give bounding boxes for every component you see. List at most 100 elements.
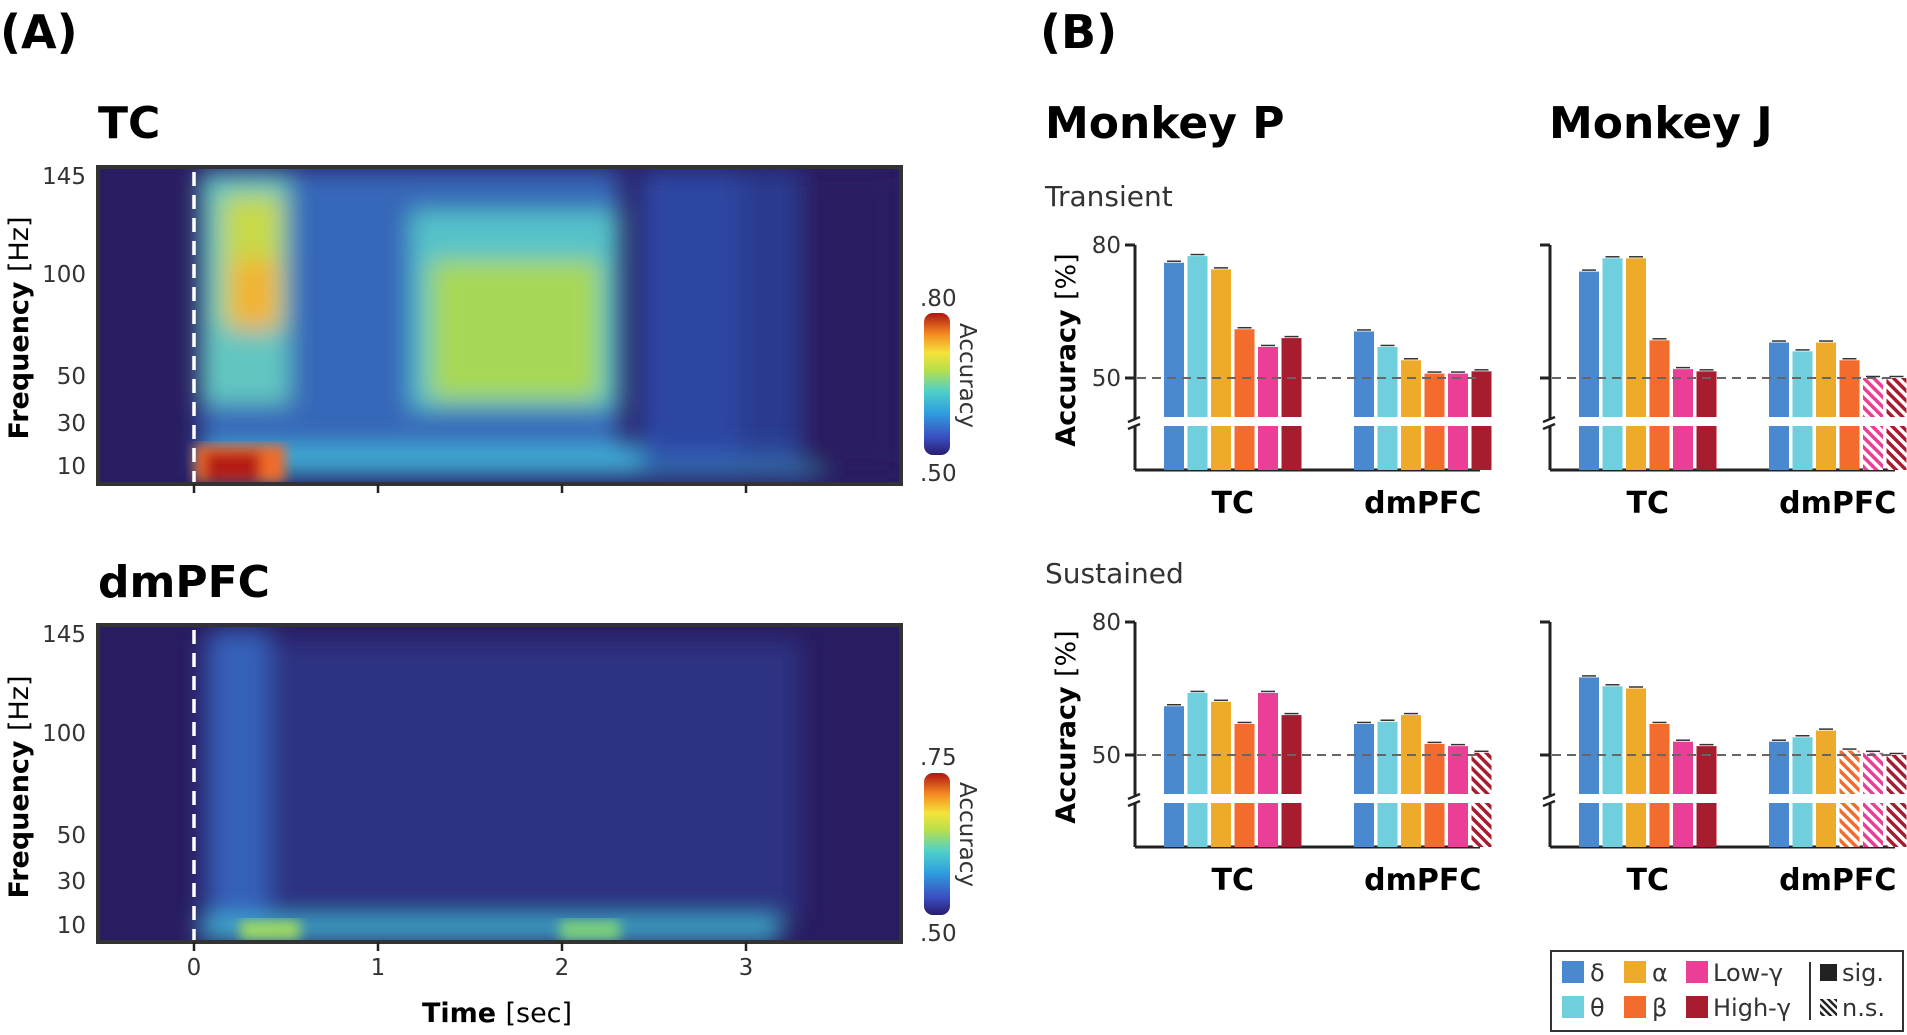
- heatmap-tc-frame: [96, 165, 903, 486]
- legend-swatch-theta: [1562, 996, 1584, 1018]
- heatmap-dmpfc-y-title: Frequency [Hz]: [4, 676, 35, 899]
- legend-label-alpha: α: [1652, 959, 1668, 987]
- legend-swatch-low-gamma: [1686, 961, 1708, 983]
- legend-swatch-high-gamma: [1686, 996, 1708, 1018]
- y-axis-break-mark: [1127, 415, 1141, 424]
- legend-label-theta: θ: [1590, 994, 1605, 1022]
- y-tick-label: 50: [57, 823, 86, 849]
- phase-sustained-title: Sustained: [1045, 557, 1184, 590]
- legend-label-high-gamma: High-γ: [1713, 994, 1791, 1022]
- colorbar-dmpfc: .75 .50 Accuracy: [920, 745, 980, 947]
- bar-delta-dmpfc: [1354, 331, 1374, 470]
- y-tick-label: 80: [1092, 610, 1121, 636]
- legend-swatch-delta: [1562, 961, 1584, 983]
- bar-alpha-dmpfc: [1401, 360, 1421, 470]
- y-tick-label: 100: [42, 721, 86, 747]
- heatmap-dmpfc-y-axis: 145 100 50 30 10 Frequency [Hz]: [4, 622, 86, 939]
- legend-swatch-ns: [1820, 999, 1837, 1016]
- bar-alpha-tc: [1626, 688, 1646, 847]
- colorbar-tc: .80 .50 Accuracy: [920, 286, 980, 487]
- bar-chart-monkey-p-sustained: 80 50 TC dmPFC: [1092, 610, 1494, 898]
- monkey-j-title: Monkey J: [1549, 98, 1773, 149]
- bar-alpha-dmpfc: [1401, 715, 1421, 847]
- bar-delta-dmpfc: [1769, 342, 1789, 470]
- y-tick-label: 145: [42, 622, 86, 648]
- bar-beta-tc: [1234, 723, 1255, 847]
- heatmap-tc-title: TC: [98, 98, 160, 149]
- bar-delta-tc: [1579, 271, 1599, 470]
- legend-label-low-gamma: Low-γ: [1713, 959, 1783, 987]
- heatmap-tc-blobs: [195, 170, 900, 482]
- bar-chart-monkey-p-transient: 80 50 TC dmPFC: [1092, 233, 1494, 521]
- y-tick-label: 50: [1092, 366, 1121, 392]
- y-axis-break-mark: [1542, 415, 1556, 424]
- legend-label-beta: β: [1652, 994, 1667, 1022]
- x-tick-label: 1: [371, 955, 386, 981]
- colorbar-tc-min: .50: [920, 461, 957, 487]
- bar-alpha-dmpfc: [1816, 730, 1836, 847]
- heatmap-dmpfc-blobs: [200, 630, 800, 940]
- heatmap-x-title: Time [sec]: [422, 998, 572, 1029]
- bar-theta-tc: [1602, 258, 1623, 470]
- bar-theta-tc: [1187, 256, 1208, 470]
- bar-low_gamma-tc: [1258, 346, 1278, 470]
- y-tick-label: 80: [1092, 233, 1121, 259]
- bar-alpha-tc: [1211, 701, 1231, 847]
- x-tick-label: 0: [187, 955, 202, 981]
- colorbar-tc-gradient: [924, 313, 950, 455]
- bar-y-title-transient: Accuracy [%]: [1051, 253, 1082, 446]
- x-category-label: TC: [1627, 863, 1669, 898]
- bar-chart-monkey-j-sustained: TC dmPFC: [1540, 620, 1907, 898]
- bar-theta-dmpfc: [1792, 737, 1813, 847]
- y-tick-label: 100: [42, 262, 86, 288]
- x-category-label: dmPFC: [1364, 486, 1481, 521]
- legend-label-sig: sig.: [1842, 959, 1884, 987]
- y-tick-label: 30: [57, 411, 86, 437]
- monkey-p-title: Monkey P: [1045, 98, 1285, 149]
- phase-transient-title: Transient: [1044, 180, 1173, 213]
- bar-beta-dmpfc: [1839, 360, 1860, 470]
- panel-a-letter: (A): [0, 5, 78, 59]
- bar-break-band: [1162, 794, 1304, 803]
- y-tick-label: 145: [42, 164, 86, 190]
- heatmap-dmpfc-frame: [96, 623, 903, 944]
- legend-swatch-beta: [1624, 996, 1646, 1018]
- bar-delta-tc: [1579, 677, 1599, 847]
- x-category-label: TC: [1627, 486, 1669, 521]
- heatmap-x-tick-labels: 0 1 2 3 Time [sec]: [187, 955, 754, 1029]
- y-axis-break-mark: [1127, 792, 1141, 801]
- bar-delta-dmpfc: [1354, 723, 1374, 847]
- heatmap-dmpfc-title: dmPFC: [98, 557, 270, 608]
- heatmap-tc-y-title: Frequency [Hz]: [4, 217, 35, 440]
- legend-swatch-alpha: [1624, 961, 1646, 983]
- colorbar-dmpfc-gradient: [924, 773, 950, 915]
- y-axis-break-mark: [1542, 422, 1556, 431]
- bar-break-band: [1352, 417, 1494, 426]
- bar-delta-tc: [1164, 262, 1184, 470]
- bar-beta-tc: [1649, 723, 1670, 847]
- y-tick-label: 10: [57, 913, 86, 939]
- x-category-label: TC: [1212, 486, 1254, 521]
- bar-theta-dmpfc: [1792, 351, 1813, 470]
- heatmap-tc-y-axis: 145 100 50 30 10 Frequency [Hz]: [4, 164, 86, 480]
- x-category-label: dmPFC: [1779, 863, 1896, 898]
- bar-break-band: [1352, 794, 1494, 803]
- bar-high_gamma-tc: [1281, 338, 1302, 470]
- x-category-label: dmPFC: [1779, 486, 1896, 521]
- bar-high_gamma-tc: [1281, 715, 1302, 847]
- legend-frame: [1550, 950, 1904, 1032]
- legend-label-delta: δ: [1590, 959, 1605, 987]
- bar-theta-dmpfc: [1377, 721, 1398, 847]
- bar-break-band: [1577, 417, 1719, 426]
- x-category-label: TC: [1212, 863, 1254, 898]
- bar-chart-monkey-j-transient: TC dmPFC: [1540, 243, 1907, 521]
- bar-beta-tc: [1234, 329, 1255, 470]
- y-tick-label: 50: [1092, 743, 1121, 769]
- y-tick-label: 30: [57, 869, 86, 895]
- y-tick-label: 10: [57, 454, 86, 480]
- x-category-label: dmPFC: [1364, 863, 1481, 898]
- legend: δ θ α β Low-γ High-γ sig. n.s.: [1550, 950, 1904, 1032]
- bar-break-band: [1767, 794, 1907, 803]
- bar-alpha-tc: [1211, 269, 1231, 470]
- bar-break-band: [1577, 794, 1719, 803]
